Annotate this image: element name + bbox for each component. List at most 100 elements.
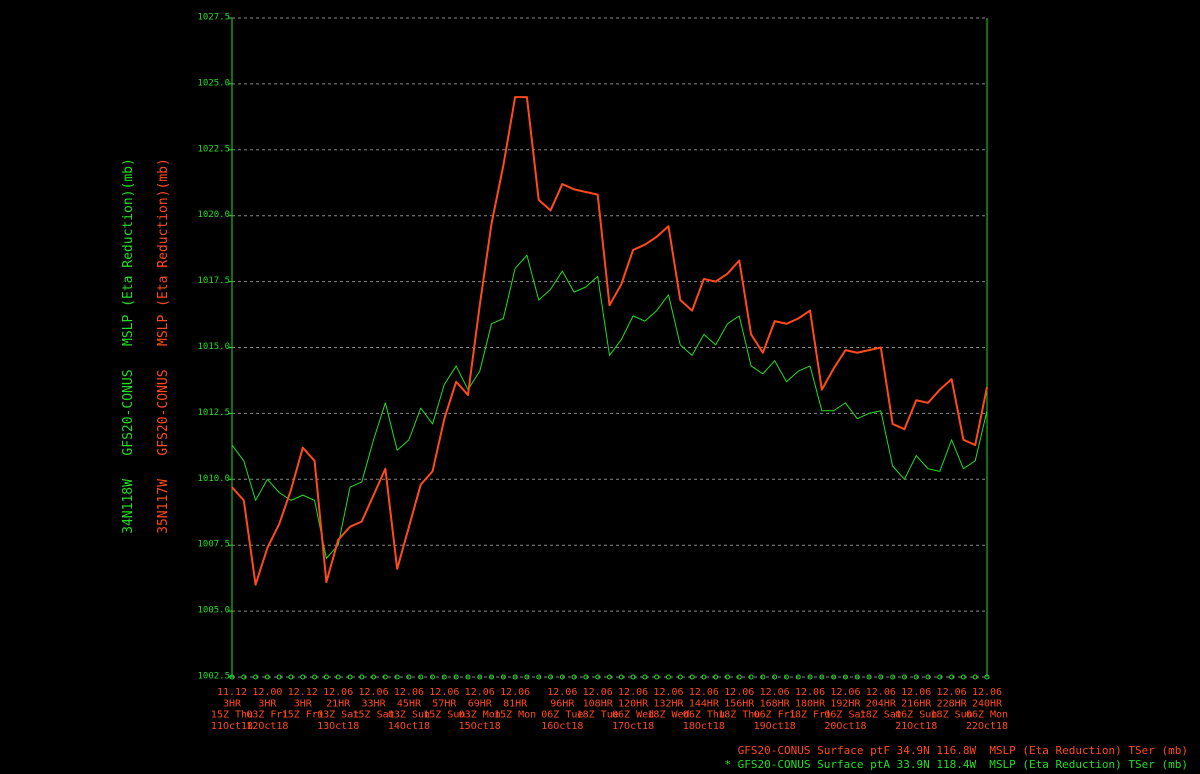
time-marker [548,674,554,680]
x-tick-label-line: 21Oct18 [895,721,937,732]
time-marker [701,674,707,680]
time-marker [312,674,318,680]
time-marker [748,674,754,680]
time-marker [866,674,872,680]
x-tick-label-line: 3HR [258,698,277,709]
time-marker [630,674,636,680]
time-marker [264,674,270,680]
x-tick-label: 12.06 45HR 03Z Sun 14Oct18 [388,687,430,732]
time-marker [477,674,483,680]
x-tick-label: 12.06 216HR 06Z Sun 21Oct18 [895,687,937,732]
x-tick-label: 12.06 204HR 18Z Sat [860,687,902,721]
x-tick-label-line: 12.06 [547,687,577,698]
x-tick-label-line: 18Z Sun [931,710,973,721]
x-tick-label-line: 15Z Mon [494,710,536,721]
x-tick-label-line: 06Z Wed [612,710,654,721]
y-tick-label: 1025.0 [197,78,230,88]
x-tick-label-line: 12.06 [866,687,896,698]
x-tick-label-line: 16Oct18 [541,721,583,732]
y-tick-label: 1020.0 [197,210,230,220]
time-marker [831,674,837,680]
x-tick-label-line: 03Z Fri [246,710,288,721]
time-marker [984,674,990,680]
x-tick-label: 12.06 168HR 06Z Fri 19Oct18 [754,687,796,732]
time-marker [524,674,530,680]
x-tick-label: 12.06 228HR 18Z Sun [931,687,973,721]
series-line [231,96,988,586]
x-tick-label: 12.06 69HR 03Z Mon 15Oct18 [459,687,501,732]
x-tick-label-line: 12.06 [500,687,530,698]
x-tick-label-line: 12Oct18 [246,721,288,732]
x-tick-label: 11.12 3HR 15Z Thu 11Oct18 [211,687,253,732]
x-tick-label-line: 168HR [760,698,791,709]
time-marker [713,674,719,680]
x-tick-label-line: 06Z Sun [895,710,937,721]
x-tick-label: 12.06 81HR 15Z Mon [494,687,536,721]
x-tick-label-line: 12.06 [724,687,754,698]
x-tick-label-line: 18Z Tue [577,710,619,721]
time-marker [359,674,365,680]
axis-title: 35N117W GFS20-CONUS MSLP (Eta Reduction)… [156,158,171,534]
time-marker [453,674,459,680]
x-tick-label-line: 3HR [294,698,313,709]
x-tick-label-line: 180HR [795,698,826,709]
x-tick-label-line: 15Z Sun [423,710,465,721]
x-tick-label-line: 12.06 [795,687,825,698]
time-marker [878,674,884,680]
x-tick-label-line: 17Oct18 [612,721,654,732]
time-marker [736,674,742,680]
x-tick-label-line: 57HR [432,698,457,709]
x-tick-label: 12.06 192HR 06Z Sat 20Oct18 [824,687,866,732]
x-tick-label-line: 12.06 [937,687,967,698]
x-tick-label-line: 204HR [866,698,897,709]
x-tick-label-line: 18Z Thu [718,710,760,721]
x-tick-label-line: 12.06 [653,687,683,698]
time-marker [819,674,825,680]
y-tick-label: 1015.0 [197,342,230,352]
x-tick-label-line: 15Z Sat [352,710,394,721]
x-tick-label-line: 12.12 [288,687,318,698]
time-marker [418,674,424,680]
time-marker [890,674,896,680]
y-tick-label: 1022.5 [197,144,230,154]
x-tick-label-line: 15Oct18 [459,721,501,732]
x-tick-label-line: 240HR [972,698,1003,709]
x-tick-label: 12.06 57HR 15Z Sun [423,687,465,721]
time-marker [595,674,601,680]
x-tick-label-line: 06Z Tue [541,710,583,721]
y-tick-label: 1012.5 [197,408,230,418]
x-tick-label-line: 06Z Sat [824,710,866,721]
legend-entry: GFS20-CONUS Surface ptF 34.9N 116.8W MSL… [738,744,1188,757]
x-tick-label-line: 12.06 [760,687,790,698]
time-marker [559,674,565,680]
legend-entry: * GFS20-CONUS Surface ptA 33.9N 118.4W M… [724,758,1188,771]
time-marker [807,674,813,680]
x-tick-label: 12.06 120HR 06Z Wed 17Oct18 [612,687,654,732]
series-line [231,254,988,559]
x-tick-label: 12.06 96HR 06Z Tue 16Oct18 [541,687,583,732]
y-tick-label: 1027.5 [197,13,230,23]
x-tick-label-line: 13Oct18 [317,721,359,732]
time-marker [913,674,919,680]
x-tick-label: 12.06 240HR 06Z Mon 22Oct18 [966,687,1008,732]
time-marker [253,674,259,680]
x-tick-label-line: 18Oct18 [683,721,725,732]
x-tick-label-line: 12.00 [252,687,282,698]
x-tick-label-line: 33HR [362,698,387,709]
time-marker [972,674,978,680]
x-tick-label-line: 19Oct18 [754,721,796,732]
x-tick-label-line: 12.06 [830,687,860,698]
time-marker [607,674,612,680]
x-tick-label-line: 03Z Sun [388,710,430,721]
x-tick-label-line: 120HR [618,698,649,709]
time-marker [571,674,577,680]
time-marker [949,674,955,680]
time-marker [842,674,848,680]
x-tick-label-line: 03Z Mon [459,710,501,721]
time-marker [642,674,648,680]
time-marker [925,674,931,680]
x-tick-label-line: 156HR [724,698,755,709]
time-marker [347,674,353,680]
x-tick-label-line: 11.12 [217,687,247,698]
time-marker [937,674,943,680]
